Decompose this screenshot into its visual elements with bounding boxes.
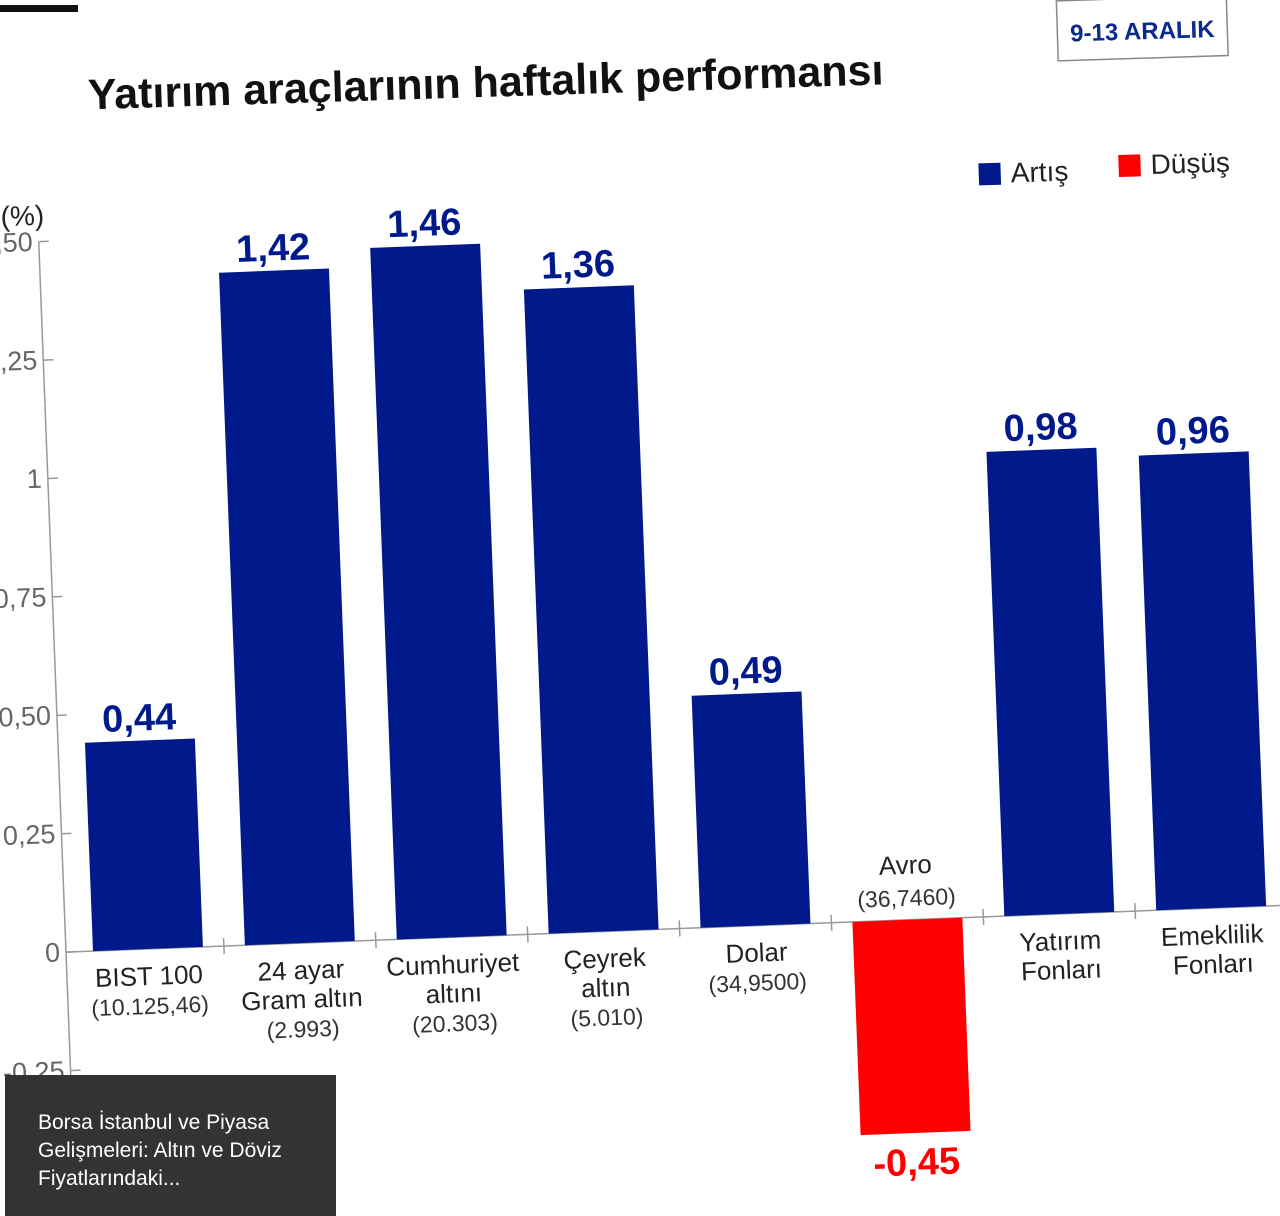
category-label: (10.125,46)	[91, 991, 210, 1021]
y-tick-label: 0,75	[0, 582, 47, 614]
category-label: (5.010)	[570, 1003, 644, 1032]
plot-area: 1,501,2510,750,500,250-0,25-0,500,44BIST…	[0, 201, 1280, 1207]
bar	[986, 447, 1115, 917]
value-label: 1,42	[235, 226, 311, 271]
category-label: altın	[581, 972, 631, 1004]
value-label: 0,98	[1003, 405, 1079, 450]
bar	[1138, 451, 1267, 911]
category-label: Dolar	[725, 936, 789, 968]
category-label: Avro	[878, 849, 932, 881]
bar	[370, 243, 507, 940]
y-tick-label: 1,25	[0, 345, 38, 377]
category-label: (34,9500)	[708, 968, 807, 998]
category-label: altını	[425, 977, 482, 1009]
y-axis-line	[37, 241, 77, 1200]
category-label: (2.993)	[266, 1015, 340, 1044]
caption-text: Borsa İstanbul ve Piyasa Gelişmeleri: Al…	[38, 1111, 282, 1190]
x-tick	[526, 926, 529, 943]
category-label: (36,7460)	[857, 883, 956, 913]
bar	[691, 691, 811, 928]
x-tick	[222, 938, 225, 955]
chart-title: Yatırım araçlarının haftalık performansı	[87, 46, 884, 119]
bar	[523, 285, 659, 934]
value-label: 1,46	[387, 201, 463, 246]
legend-swatch-artis	[978, 162, 1002, 186]
category-label: Emeklilik	[1160, 918, 1265, 952]
category-label: Fonları	[1172, 948, 1254, 981]
value-label: 0,44	[101, 696, 177, 741]
bar	[852, 917, 971, 1136]
x-tick	[982, 908, 985, 925]
legend-label-artis: Artış	[1010, 156, 1069, 189]
y-tick-label: 0,25	[2, 819, 56, 851]
value-label: 1,36	[540, 243, 616, 288]
value-label: 0,49	[708, 649, 784, 694]
category-label: Cumhuriyet	[386, 947, 521, 982]
date-badge-text: 9-13 ARALIK	[1070, 16, 1216, 48]
y-tick-label: 0,50	[0, 701, 51, 733]
bar	[219, 268, 355, 946]
article-caption-overlay[interactable]: Borsa İstanbul ve Piyasa Gelişmeleri: Al…	[5, 1075, 336, 1216]
category-label: Fonları	[1020, 953, 1102, 986]
category-label: Çeyrek	[563, 942, 647, 975]
date-badge	[1055, 0, 1229, 62]
bar	[84, 738, 203, 952]
y-tick-label: 1	[26, 464, 42, 495]
y-tick-label: 0	[44, 937, 60, 968]
category-label: 24 ayar	[257, 953, 345, 986]
x-tick	[1134, 903, 1137, 920]
header-rule	[0, 5, 78, 12]
value-label: 0,96	[1155, 409, 1231, 454]
x-tick	[678, 920, 681, 937]
category-label: Yatırım	[1019, 924, 1102, 957]
x-tick	[830, 914, 833, 931]
category-label: Gram altın	[241, 982, 363, 1017]
x-tick	[374, 932, 377, 949]
value-label: -0,45	[873, 1140, 961, 1185]
y-tick-label: 1,50	[0, 227, 33, 259]
category-label: BIST 100	[94, 959, 203, 993]
y-axis-label: (%)	[0, 200, 44, 232]
category-label: (20.303)	[412, 1009, 499, 1038]
legend-label-dusus: Düşüş	[1150, 147, 1230, 180]
legend-swatch-dusus	[1118, 154, 1141, 178]
